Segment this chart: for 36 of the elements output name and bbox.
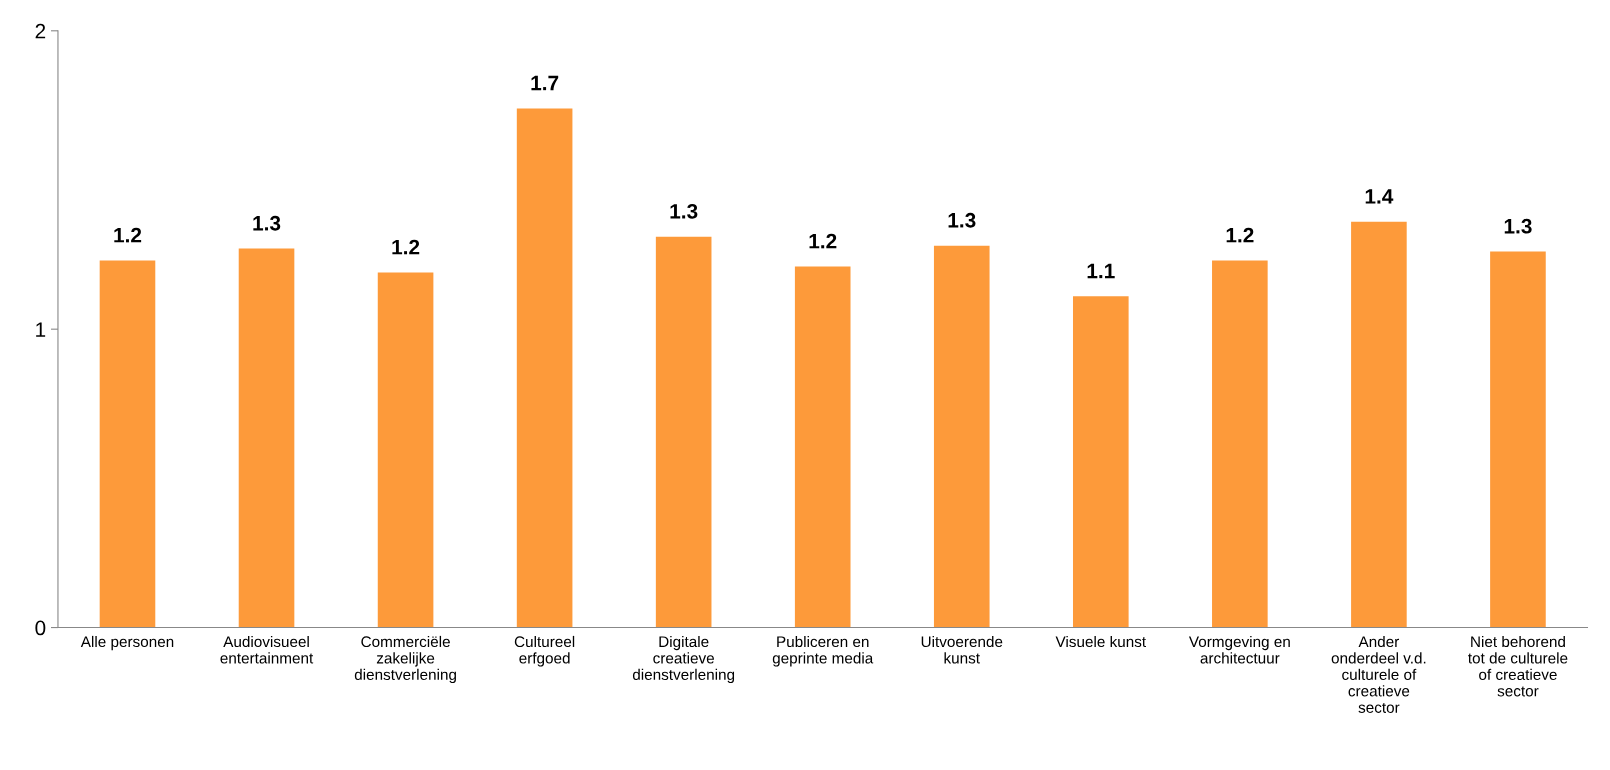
x-tick-label: Publiceren en geprinte media: [772, 635, 874, 667]
x-tick-label: Ander onderdeel v.d. culturele of creatieve sector: [1331, 635, 1426, 713]
x-tick-label: Uitvoerende kunst: [921, 635, 1003, 664]
bar: [99, 260, 156, 628]
data-label: 1.3: [1504, 218, 1532, 234]
x-tick-label: Digitale creatieve dienstverlening: [632, 635, 735, 684]
x-tick-label: Audiovisueel entertainment: [220, 635, 314, 664]
bar: [1212, 260, 1268, 628]
x-tick-label: Niet behorend tot de culturele of creatieve sector: [1468, 635, 1568, 697]
bar: [1351, 221, 1407, 628]
x-tick-label: Vormgeving en architectuur: [1188, 635, 1290, 664]
data-label: 1.3: [670, 203, 698, 219]
data-label: 1.1: [1087, 263, 1115, 279]
data-label: 1.2: [392, 239, 420, 255]
x-tick-label: Alle personen: [80, 635, 174, 651]
y-tick-label: 0: [35, 620, 46, 636]
bar: [1490, 251, 1546, 628]
bar: [794, 266, 851, 628]
bar: [238, 248, 295, 628]
data-label: 1.2: [809, 233, 837, 249]
bar: [516, 108, 573, 628]
bar: [377, 272, 434, 628]
x-tick-label: Cultureel erfgoed: [514, 635, 575, 667]
y-tick-label: 2: [35, 23, 46, 39]
data-label: 1.2: [1226, 227, 1254, 243]
data-label: 1.3: [253, 215, 281, 231]
bar: [933, 245, 990, 628]
data-label: 1.2: [114, 227, 142, 243]
data-label: 1.7: [531, 75, 559, 91]
x-tick-label: Commerciële zakelijke dienstverlening: [354, 635, 456, 684]
bar: [1072, 296, 1129, 628]
bar: [655, 236, 712, 628]
y-tick-label: 1: [36, 322, 46, 337]
data-label: 1.3: [948, 212, 976, 228]
x-tick-label: Visuele kunst: [1055, 635, 1146, 648]
data-label: 1.4: [1365, 189, 1394, 204]
